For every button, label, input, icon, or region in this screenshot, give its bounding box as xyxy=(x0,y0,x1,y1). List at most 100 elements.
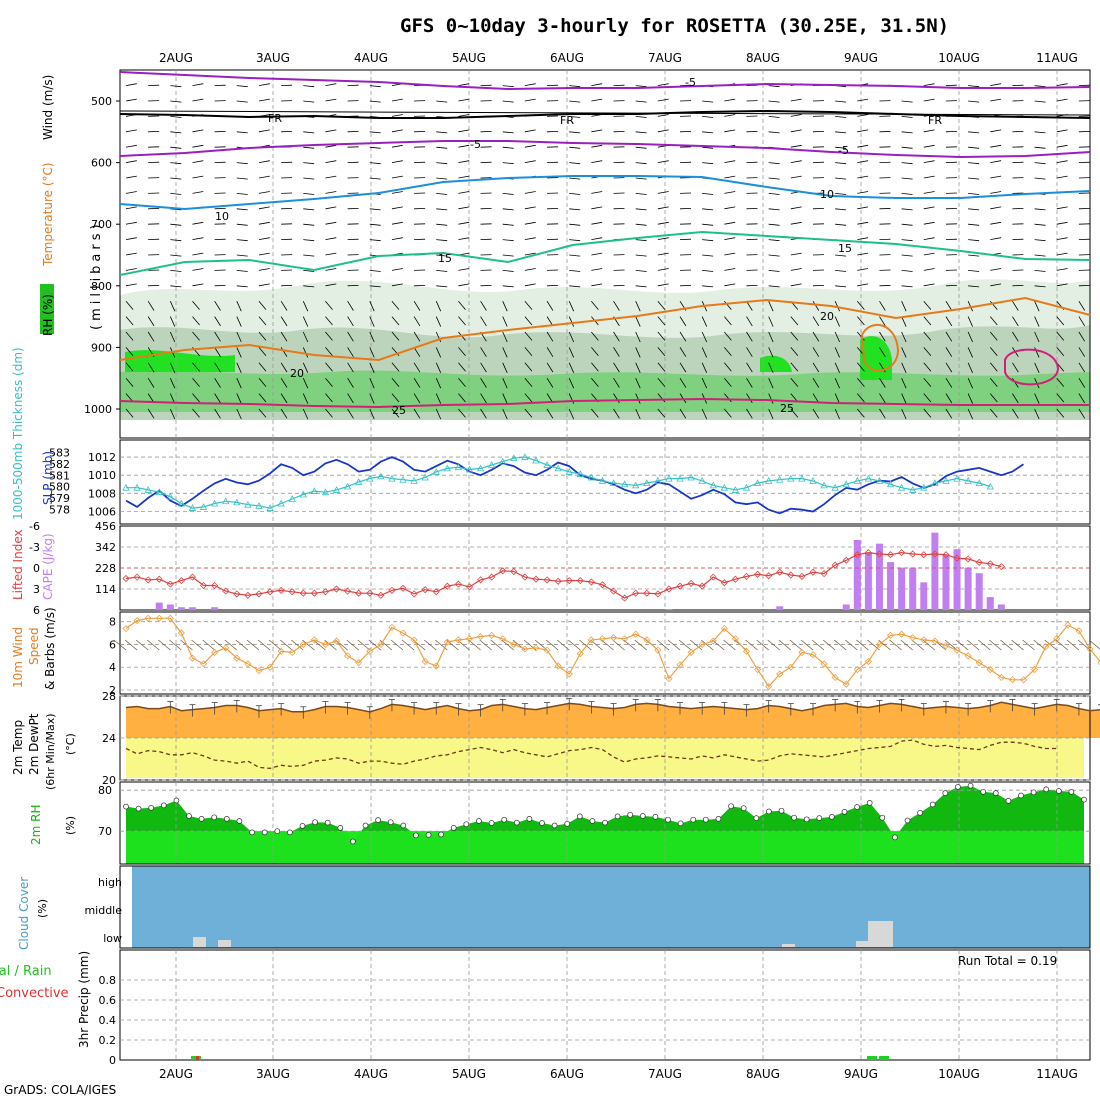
wind-barb xyxy=(347,362,354,373)
wind-barb xyxy=(990,268,1002,271)
wind10-speed-point xyxy=(975,659,983,667)
wind10-speed-point xyxy=(521,645,529,653)
wind10-speed-point xyxy=(499,635,507,643)
wind-barb xyxy=(591,362,599,372)
lifted-index-point xyxy=(975,558,983,566)
wind-barb xyxy=(258,252,270,256)
wind-barb xyxy=(325,377,333,387)
wind-barb xyxy=(325,129,337,133)
lifted-index-point xyxy=(842,556,850,564)
wind-barb xyxy=(901,301,907,312)
wind-barb xyxy=(325,268,337,271)
wind-barb xyxy=(657,129,669,133)
wind10-barb xyxy=(867,639,880,651)
wind-barb xyxy=(236,254,248,257)
lifted-index-point xyxy=(255,590,263,598)
rh-point xyxy=(211,814,218,821)
thickness-point xyxy=(798,474,806,482)
wind-barb xyxy=(258,362,267,372)
wind-barb xyxy=(280,300,288,311)
wind-barb xyxy=(923,191,935,194)
contour-minus5 xyxy=(119,140,1091,159)
wind-barb xyxy=(170,116,182,118)
rh-point xyxy=(123,803,129,810)
wind-barb xyxy=(591,331,599,341)
wind-barb xyxy=(347,408,354,419)
wind-barb xyxy=(635,208,647,211)
thickness-point xyxy=(487,461,496,468)
precip-tick: 0 xyxy=(109,1054,116,1067)
wind-barb xyxy=(768,301,774,312)
wind-barb xyxy=(258,331,267,341)
wind-barb xyxy=(303,146,315,149)
rh-point xyxy=(967,782,974,789)
lifted-index-point xyxy=(898,549,906,557)
wind10-barb xyxy=(468,639,481,651)
rh-point xyxy=(627,811,634,818)
rh-point xyxy=(450,825,457,831)
thickness-point xyxy=(676,474,684,482)
contour-label: -5 xyxy=(838,144,849,157)
wind-barb xyxy=(413,393,421,404)
wind-barb xyxy=(812,377,820,388)
wind10-barb xyxy=(1033,639,1046,651)
wind-barb xyxy=(790,331,799,341)
wind-barb xyxy=(1056,268,1068,271)
rh-point xyxy=(1055,788,1062,794)
wind10-barb xyxy=(1000,639,1013,651)
wind10-speed-point xyxy=(787,663,795,671)
wind-barb xyxy=(347,331,354,342)
li-tick: 6 xyxy=(33,604,40,617)
wind-barb xyxy=(458,347,466,357)
wind-barb xyxy=(524,144,536,148)
wind10-barb xyxy=(257,639,271,651)
thickness-point xyxy=(155,488,163,496)
cape-bar xyxy=(964,567,972,610)
top-day-label: 5AUG xyxy=(452,51,486,65)
upper-y-tick: 600 xyxy=(91,157,112,170)
wind-barb xyxy=(236,285,248,288)
rh-point xyxy=(1030,789,1037,796)
wind-barb xyxy=(990,83,1002,86)
wind-barb xyxy=(236,223,248,226)
thickness-point xyxy=(742,483,751,491)
wind-barb xyxy=(325,316,333,326)
lifted-index-point xyxy=(820,570,828,578)
wind-barb xyxy=(347,393,354,404)
rh-point xyxy=(526,816,533,822)
wind10-barb xyxy=(435,639,448,651)
contour-label: 10 xyxy=(820,188,834,201)
lifted-index-point xyxy=(565,577,573,585)
wind-barb xyxy=(502,331,508,343)
wind-barb xyxy=(1056,221,1068,225)
thickness-tick: 578 xyxy=(49,503,70,516)
wind-barb xyxy=(258,129,270,133)
contour-label: 25 xyxy=(392,404,406,417)
credit: GrADS: COLA/IGES xyxy=(4,1083,116,1097)
wind-barb xyxy=(502,146,514,149)
wind-barb xyxy=(546,347,554,357)
wind-barb xyxy=(901,193,913,195)
wind10-speed-point xyxy=(399,629,407,637)
wind-barb xyxy=(724,221,736,225)
wind-barb xyxy=(989,408,998,418)
wind-barb xyxy=(369,131,381,134)
wind-barb xyxy=(768,316,774,327)
thickness-point xyxy=(687,473,695,481)
wind-barb xyxy=(923,98,935,102)
thickness-point xyxy=(244,500,252,508)
rh-point xyxy=(614,813,621,820)
lifted-index-point xyxy=(853,551,861,559)
lifted-index-point xyxy=(199,581,208,590)
wind-barb xyxy=(702,254,714,257)
rh-point xyxy=(677,820,684,827)
rh-point xyxy=(955,784,961,790)
lifted-index-point xyxy=(155,575,163,583)
wind-barb xyxy=(1034,408,1040,420)
wind-barb xyxy=(989,331,998,341)
wind-barb xyxy=(147,316,155,327)
wind10-barb xyxy=(634,639,648,651)
wind-barb xyxy=(857,268,869,271)
wind-barb xyxy=(857,221,869,225)
wind-barb xyxy=(325,175,337,179)
